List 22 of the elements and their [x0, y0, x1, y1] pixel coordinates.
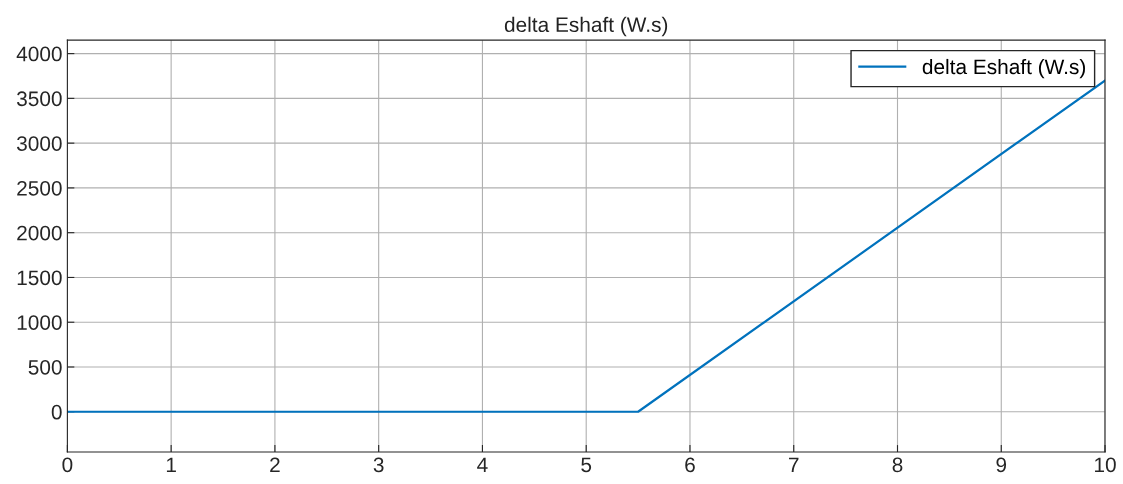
x-tick-label: 3: [373, 457, 384, 473]
x-tick-label: 10: [1095, 457, 1116, 473]
y-tick-label: 3000: [16, 136, 62, 151]
y-tick-label: 2000: [17, 225, 62, 241]
x-tick-label: 1: [166, 457, 176, 473]
y-tick-label: 0: [51, 404, 62, 420]
x-tick-label: 6: [685, 457, 695, 473]
y-tick-label: 1500: [17, 270, 62, 286]
x-tick-label: 9: [996, 457, 1007, 473]
x-tick-label: 5: [581, 457, 592, 473]
y-tick-label: 4000: [16, 46, 62, 62]
x-tick-label: 2: [270, 457, 280, 473]
y-tick-label: 500: [28, 359, 62, 375]
y-tick-label: 2500: [17, 180, 62, 196]
x-tick-label: 8: [892, 457, 903, 473]
y-tick-label: 1000: [17, 315, 62, 330]
legend-label: delta Eshaft (W.s): [922, 58, 1085, 79]
x-tick-label: 0: [62, 457, 73, 473]
x-tick-label: 7: [789, 457, 799, 473]
chart-title: delta Eshaft (W.s): [504, 16, 668, 37]
y-tick-label: 3500: [16, 91, 62, 107]
x-tick-label: 4: [477, 457, 488, 473]
